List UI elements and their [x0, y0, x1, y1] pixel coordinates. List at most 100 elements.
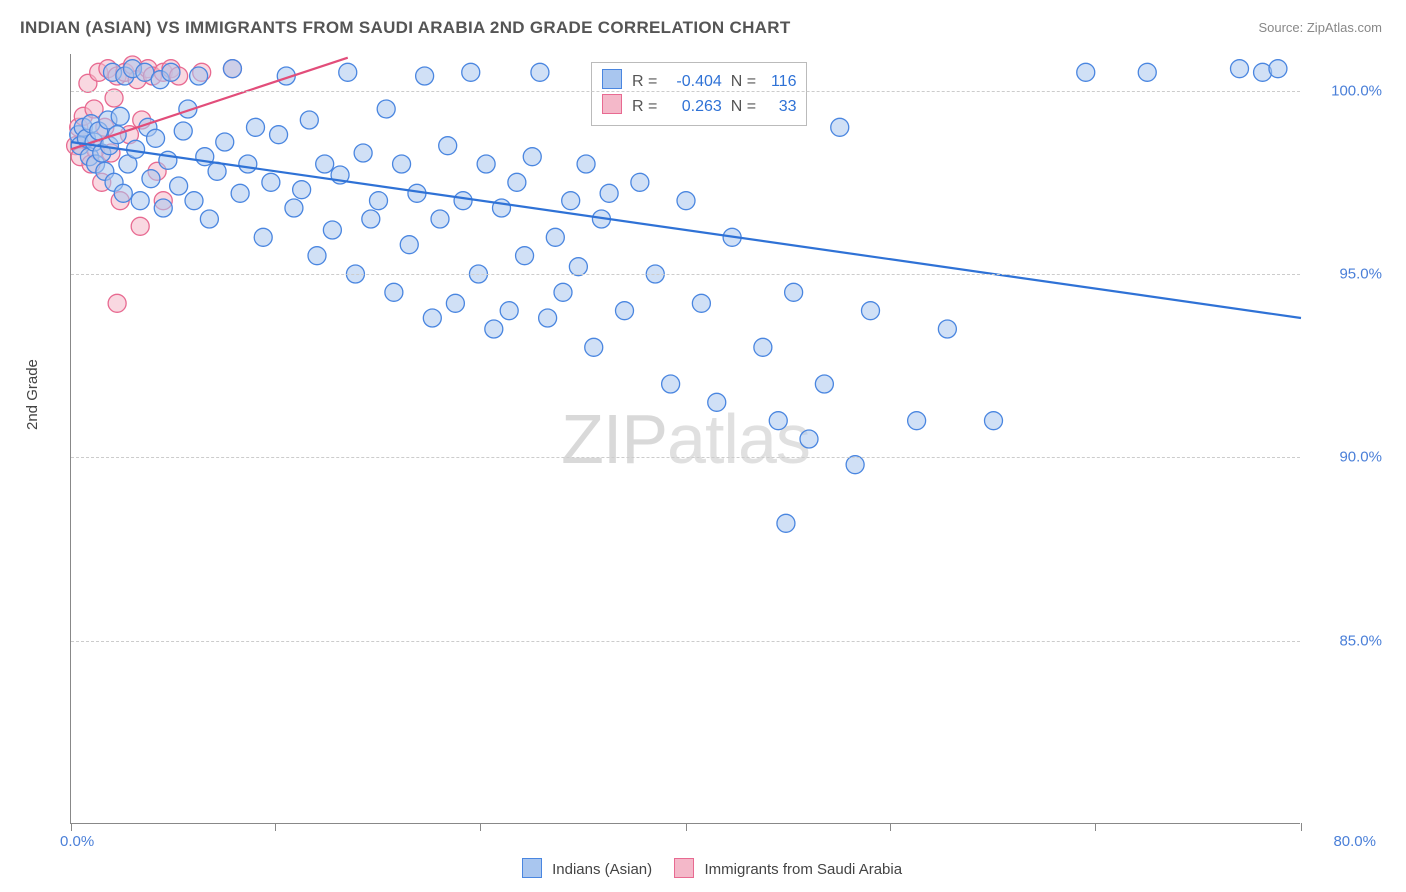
- data-point: [431, 210, 449, 228]
- data-point: [500, 302, 518, 320]
- data-point: [423, 309, 441, 327]
- data-point: [1269, 60, 1287, 78]
- legend-swatch-blue: [522, 858, 542, 878]
- data-point: [108, 294, 126, 312]
- data-point: [190, 67, 208, 85]
- data-point: [105, 89, 123, 107]
- data-point: [600, 184, 618, 202]
- legend-bottom: Indians (Asian) Immigrants from Saudi Ar…: [0, 858, 1406, 878]
- data-point: [300, 111, 318, 129]
- data-point: [831, 118, 849, 136]
- legend-swatch-pink: [674, 858, 694, 878]
- x-tick: [1095, 823, 1096, 831]
- data-point: [777, 514, 795, 532]
- data-point: [208, 162, 226, 180]
- data-point: [562, 192, 580, 210]
- data-point: [400, 236, 418, 254]
- data-point: [454, 192, 472, 210]
- data-point: [692, 294, 710, 312]
- data-point: [354, 144, 372, 162]
- data-point: [569, 258, 587, 276]
- source-attribution: Source: ZipAtlas.com: [1258, 20, 1382, 35]
- data-point: [462, 63, 480, 81]
- data-point: [577, 155, 595, 173]
- plot-area: ZIPatlas R = -0.404 N = 116R = 0.263 N =…: [70, 54, 1300, 824]
- data-point: [174, 122, 192, 140]
- data-point: [862, 302, 880, 320]
- data-point: [546, 228, 564, 246]
- data-point: [585, 338, 603, 356]
- data-point: [111, 107, 129, 125]
- gridline: [71, 91, 1300, 92]
- data-point: [446, 294, 464, 312]
- data-point: [523, 148, 541, 166]
- data-point: [293, 181, 311, 199]
- data-point: [1077, 63, 1095, 81]
- data-point: [254, 228, 272, 246]
- data-point: [539, 309, 557, 327]
- data-point: [1231, 60, 1249, 78]
- data-point: [185, 192, 203, 210]
- legend-label-pink: Immigrants from Saudi Arabia: [705, 861, 903, 878]
- data-point: [377, 100, 395, 118]
- data-point: [439, 137, 457, 155]
- data-point: [262, 173, 280, 191]
- chart-title: INDIAN (ASIAN) VS IMMIGRANTS FROM SAUDI …: [20, 18, 791, 38]
- data-point: [938, 320, 956, 338]
- data-point: [316, 155, 334, 173]
- data-point: [131, 217, 149, 235]
- y-tick-label: 85.0%: [1312, 632, 1382, 649]
- y-tick-label: 100.0%: [1312, 82, 1382, 99]
- y-tick-label: 90.0%: [1312, 449, 1382, 466]
- data-point: [754, 338, 772, 356]
- stats-legend-box: R = -0.404 N = 116R = 0.263 N = 33: [591, 62, 807, 126]
- data-point: [908, 412, 926, 430]
- data-point: [270, 126, 288, 144]
- data-point: [769, 412, 787, 430]
- gridline: [71, 457, 1300, 458]
- x-tick: [480, 823, 481, 831]
- data-point: [516, 247, 534, 265]
- data-point: [485, 320, 503, 338]
- data-point: [616, 302, 634, 320]
- data-point: [677, 192, 695, 210]
- data-point: [554, 283, 572, 301]
- x-tick: [890, 823, 891, 831]
- data-point: [477, 155, 495, 173]
- data-point: [985, 412, 1003, 430]
- data-point: [247, 118, 265, 136]
- data-point: [393, 155, 411, 173]
- data-point: [416, 67, 434, 85]
- data-point: [339, 63, 357, 81]
- data-point: [162, 63, 180, 81]
- data-point: [154, 199, 172, 217]
- data-point: [1138, 63, 1156, 81]
- stats-row: R = 0.263 N = 33: [602, 94, 796, 119]
- y-axis-label: 2nd Grade: [24, 359, 41, 430]
- legend-label-blue: Indians (Asian): [552, 861, 652, 878]
- data-point: [785, 283, 803, 301]
- data-point: [508, 173, 526, 191]
- data-point: [815, 375, 833, 393]
- x-tick: [275, 823, 276, 831]
- gridline: [71, 641, 1300, 642]
- data-point: [216, 133, 234, 151]
- x-tick: [71, 823, 72, 831]
- x-tick: [1301, 823, 1302, 831]
- chart-svg: [71, 54, 1300, 823]
- data-point: [800, 430, 818, 448]
- data-point: [531, 63, 549, 81]
- data-point: [142, 170, 160, 188]
- data-point: [308, 247, 326, 265]
- data-point: [846, 456, 864, 474]
- x-tick: [686, 823, 687, 831]
- data-point: [239, 155, 257, 173]
- data-point: [708, 393, 726, 411]
- data-point: [170, 177, 188, 195]
- gridline: [71, 274, 1300, 275]
- data-point: [385, 283, 403, 301]
- data-point: [114, 184, 132, 202]
- data-point: [631, 173, 649, 191]
- trend-line: [71, 142, 1301, 318]
- data-point: [323, 221, 341, 239]
